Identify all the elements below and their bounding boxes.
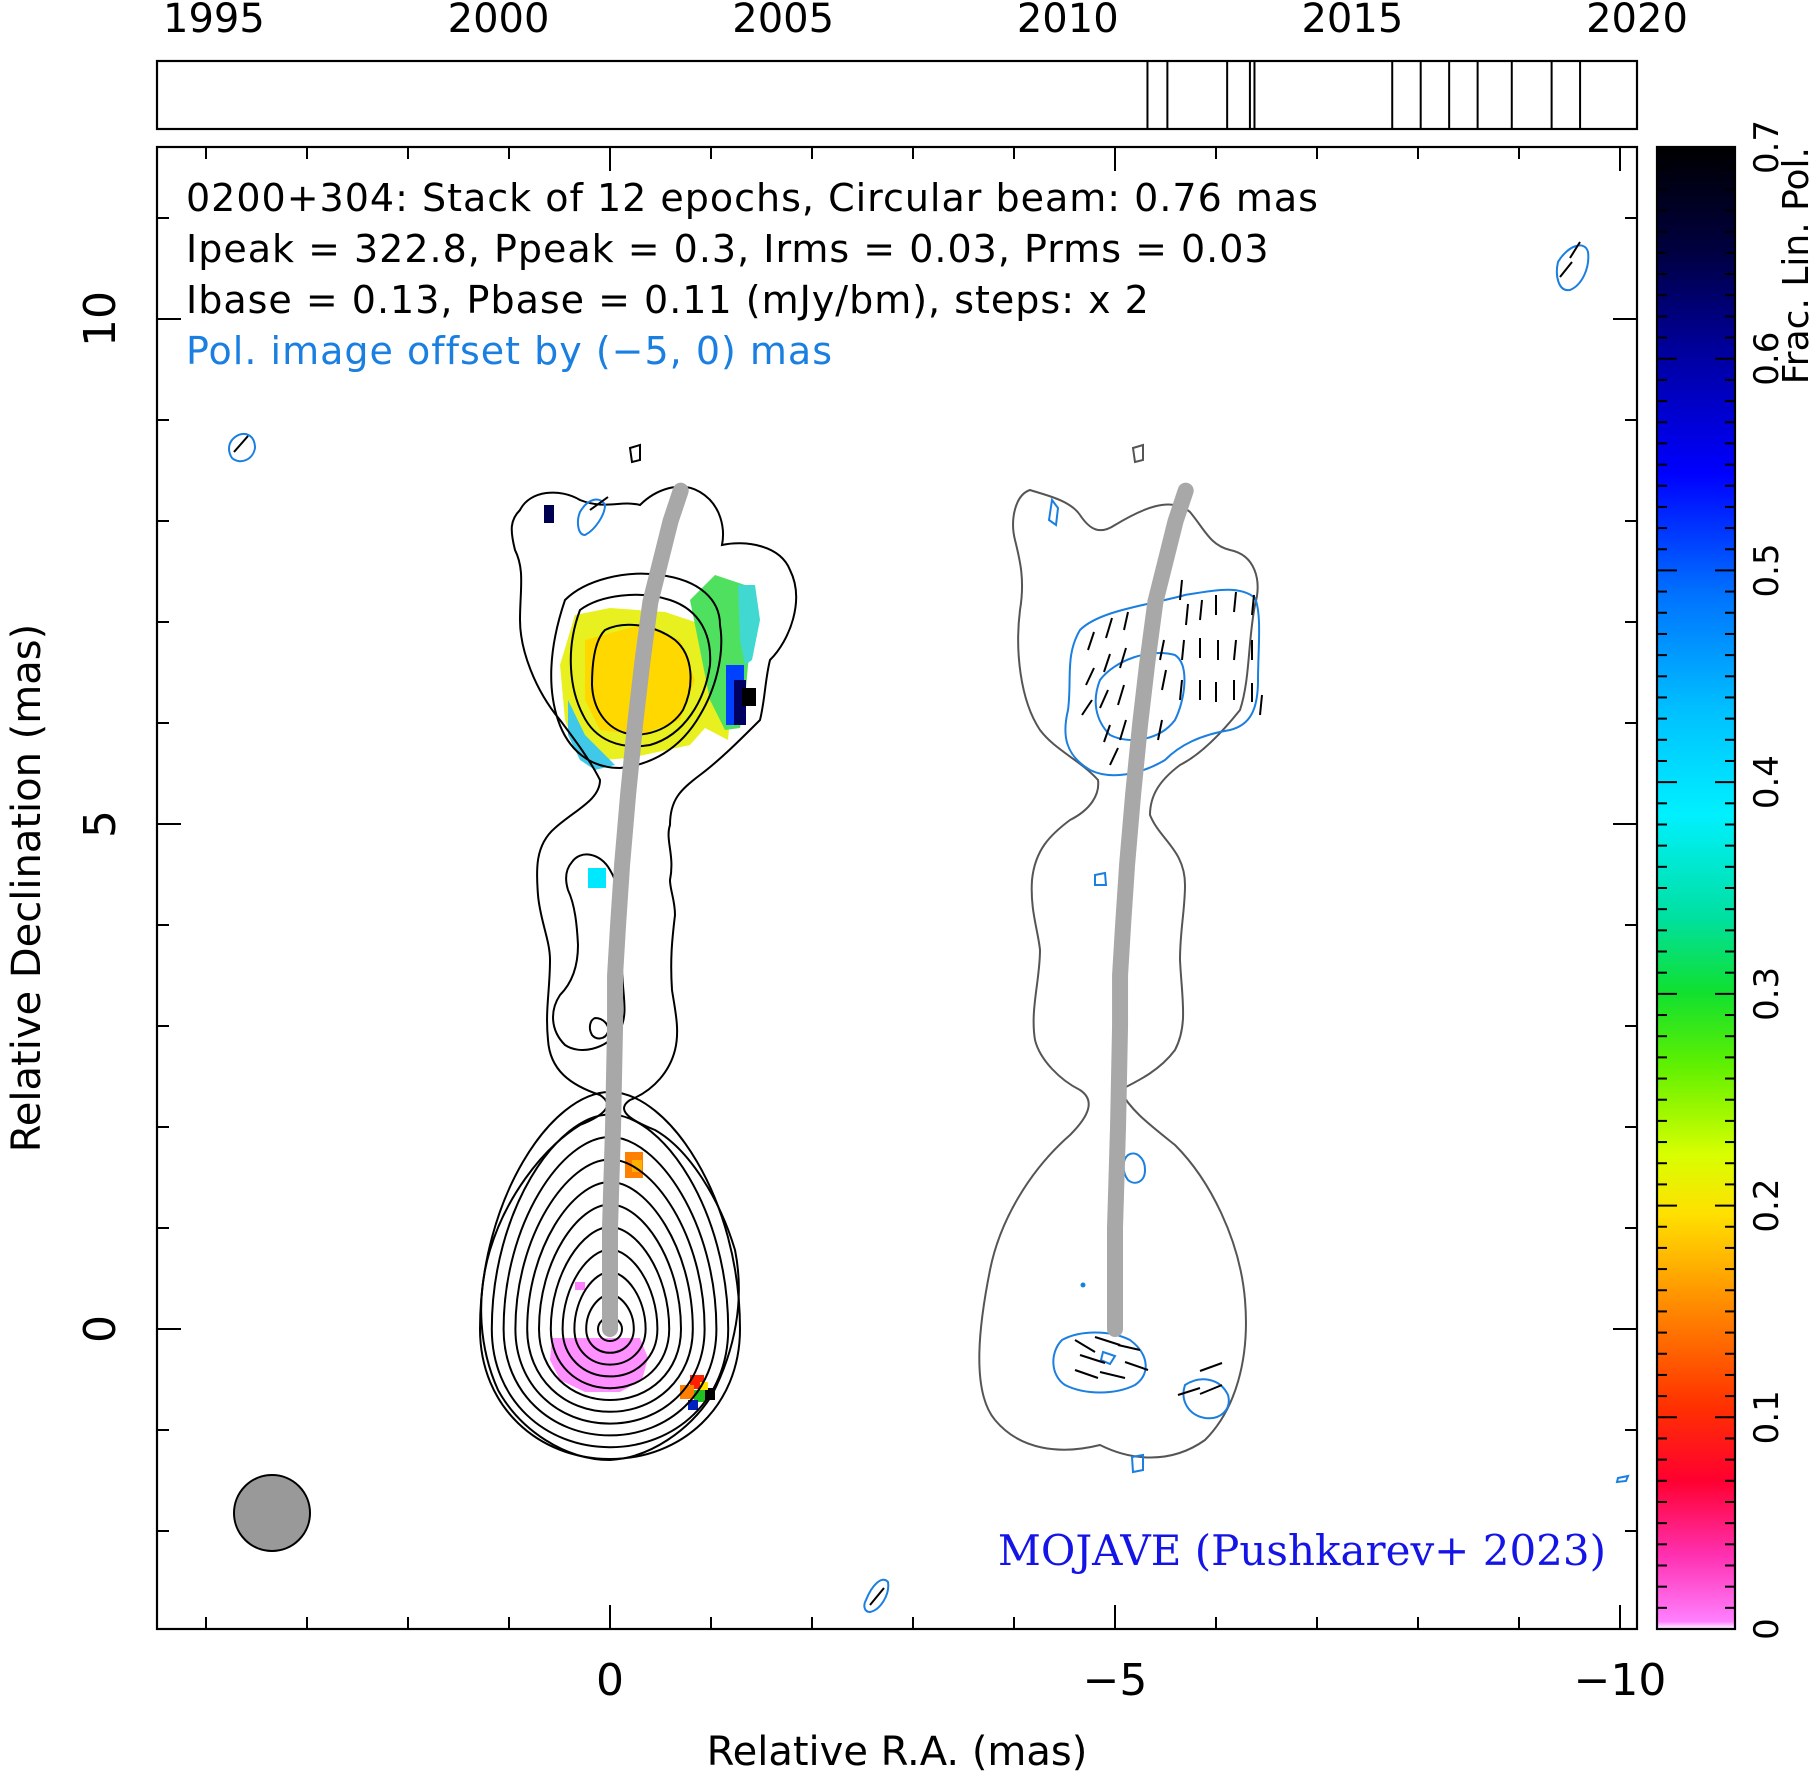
pol-contour-lower-knot — [1122, 1152, 1147, 1184]
pol-contour-mid — [1094, 871, 1108, 886]
core-contour — [585, 1293, 635, 1354]
colorbar-tick-label: 0.6 — [1747, 332, 1787, 386]
plot-frame — [155, 145, 1639, 1631]
colorbar-tick-label: 0.7 — [1747, 120, 1787, 174]
contour-top-small — [628, 443, 641, 464]
timeline-year-label: 2015 — [1301, 0, 1403, 42]
axis-ticks — [157, 147, 1637, 1629]
x-tick-label: −10 — [1574, 1655, 1667, 1706]
pol-contour-dot — [1080, 1282, 1086, 1288]
pol-image-small — [1131, 443, 1144, 464]
timeline-year-label: 1995 — [163, 0, 265, 42]
frac-pol-patch-top-left — [544, 505, 554, 523]
jet-ridge-line-pol — [1107, 482, 1194, 1337]
colorbar-ticks — [1657, 146, 1735, 1630]
timeline-epoch-lines — [1146, 61, 1582, 129]
pol-intensity-contours — [228, 244, 1630, 1614]
colorbar-tick-label: 0.2 — [1747, 1179, 1787, 1233]
timeline-year-label: 2000 — [448, 0, 550, 42]
frac-pol-patch-core-pink — [575, 1282, 585, 1290]
pol-contour-core-inner — [1099, 1350, 1117, 1366]
y-tick-label: 0 — [75, 1315, 126, 1343]
contour-4 — [590, 623, 692, 736]
x-tick-label: 0 — [596, 1655, 624, 1706]
contour-3 — [569, 593, 712, 748]
colorbar-tick-labels: 0 0.1 0.2 0.3 0.4 0.5 0.6 0.7 — [1747, 120, 1787, 1640]
y-tick-label: 10 — [75, 291, 126, 347]
pol-image — [228, 241, 1630, 1614]
info-line-1: Ipeak = 322.8, Ppeak = 0.3, Irms = 0.03,… — [186, 227, 1270, 271]
pol-offset-note: Pol. image offset by (−5, 0) mas — [186, 329, 833, 373]
colorbar-tick-label: 0 — [1747, 1618, 1787, 1640]
contour-outer — [480, 485, 798, 1462]
pol-contour-edge — [1615, 1474, 1630, 1484]
core-contour — [526, 1180, 694, 1413]
x-axis-label: Relative R.A. (mas) — [707, 1729, 1088, 1775]
timeline-year-label: 2020 — [1586, 0, 1688, 42]
jet-ridge-line — [602, 482, 689, 1337]
frac-pol-patch-upper-knot-south — [568, 700, 615, 770]
stokes-i-contours — [480, 443, 798, 1462]
frac-pol-patch-lower-knot-2 — [632, 1160, 642, 1172]
pol-contour-southwest — [1182, 1378, 1230, 1420]
pol-contour-low — [1130, 1453, 1144, 1474]
pol-contour-top — [1047, 497, 1060, 527]
pol-contour-top-right — [1555, 244, 1590, 292]
core-contour — [537, 1203, 683, 1402]
colorbar-tick-label: 0.3 — [1747, 967, 1787, 1021]
pol-contour-core — [1052, 1331, 1147, 1394]
pol-contour-bottom — [863, 1578, 890, 1614]
core-contour — [490, 1113, 730, 1449]
y-axis-label: Relative Declination (mas) — [4, 624, 50, 1152]
timeline-year-label: 2005 — [732, 0, 834, 42]
core-contour — [514, 1158, 706, 1425]
colorbar-tick-label: 0.4 — [1747, 755, 1787, 809]
core-contour — [561, 1248, 659, 1378]
frac-pol-patch-upper-knot-west2 — [738, 585, 760, 665]
y-tick-label: 5 — [75, 810, 126, 838]
pol-contour-upper — [1064, 588, 1261, 777]
frac-pol-patch-core — [550, 1338, 648, 1392]
core-contour — [478, 1090, 742, 1461]
colorbar-tick-label: 0.1 — [1747, 1390, 1787, 1444]
y-tick-labels: 0 5 10 — [75, 291, 126, 1343]
stokes-i-core-contours — [478, 1090, 742, 1461]
plot-area: 0 −5 −10 0 5 10 Relative R.A. (mas) Relative… — [4, 145, 1666, 1775]
timeline-year-label: 2010 — [1017, 0, 1119, 42]
colorbar-fill — [1657, 147, 1735, 1629]
pol-contour-far-left — [228, 432, 257, 463]
x-tick-label: −5 — [1083, 1655, 1148, 1706]
core-contour — [549, 1225, 671, 1390]
pol-contour-left-top — [576, 498, 607, 537]
core-contour — [573, 1270, 647, 1366]
frac-pol-patch-mid-jet — [588, 868, 606, 888]
epoch-timeline: 1995 2000 2005 2010 2015 2020 — [155, 0, 1688, 131]
x-tick-labels: 0 −5 −10 — [596, 1655, 1666, 1706]
info-line-2: Ibase = 0.13, Pbase = 0.11 (mJy/bm), ste… — [186, 278, 1150, 322]
contour-mid-jet-small — [588, 1016, 610, 1040]
colorbar-tick-label: 0.5 — [1747, 543, 1787, 597]
beam-ellipse — [233, 1474, 311, 1552]
colorbar-label: Frac. Lin. Pol. — [1776, 147, 1817, 384]
timeline-tick-labels: 1995 2000 2005 2010 2015 2020 — [163, 0, 1688, 42]
core-contour — [502, 1135, 718, 1437]
timeline-frame — [155, 59, 1639, 131]
chart-title: 0200+304: Stack of 12 epochs, Circular b… — [186, 176, 1319, 220]
evpa-ticks — [233, 241, 1581, 1606]
colorbar: 0 0.1 0.2 0.3 0.4 0.5 0.6 0.7 Frac. Lin. Pol. — [1655, 120, 1817, 1640]
credit-label: MOJAVE (Pushkarev+ 2023) — [998, 1526, 1606, 1575]
frac-pol-patch-edge-black — [742, 688, 756, 706]
